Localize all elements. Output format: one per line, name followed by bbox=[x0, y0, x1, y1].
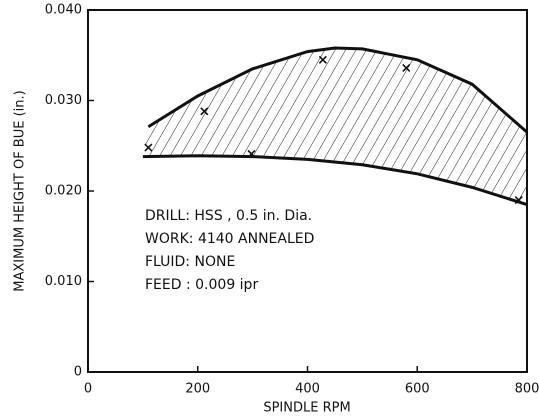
x-marker bbox=[200, 107, 209, 116]
x-tick-label: 0 bbox=[84, 382, 92, 397]
y-axis-label: MAXIMUM HEIGHT OF BUE (in.) bbox=[13, 90, 28, 291]
annotation: DRILL: HSS , 0.5 in. Dia. bbox=[145, 208, 312, 224]
curve bbox=[147, 46, 528, 134]
x-marker bbox=[402, 63, 411, 72]
x-axis-label: SPINDLE RPM bbox=[263, 401, 350, 416]
y-tick-label: 0.030 bbox=[45, 93, 82, 108]
x-marker bbox=[144, 143, 153, 152]
x-tick-label: 400 bbox=[295, 382, 320, 397]
annotation: FEED : 0.009 ipr bbox=[145, 277, 258, 293]
annotation: FLUID: NONE bbox=[145, 254, 235, 270]
y-tick-label: 0.040 bbox=[45, 3, 82, 18]
x-marker bbox=[514, 195, 523, 205]
annotation: WORK: 4140 ANNEALED bbox=[145, 231, 314, 247]
x-tick-label: 200 bbox=[185, 382, 210, 397]
hatched-band bbox=[142, 48, 527, 205]
y-tick-label: 0.020 bbox=[45, 184, 82, 199]
y-tick-label: 0.010 bbox=[45, 274, 82, 289]
curve bbox=[142, 154, 528, 207]
y-tick-label: 0 bbox=[74, 365, 82, 380]
x-marker bbox=[247, 149, 256, 158]
x-tick-label: 800 bbox=[515, 382, 539, 397]
x-marker bbox=[318, 55, 327, 64]
x-tick-label: 600 bbox=[405, 382, 430, 397]
